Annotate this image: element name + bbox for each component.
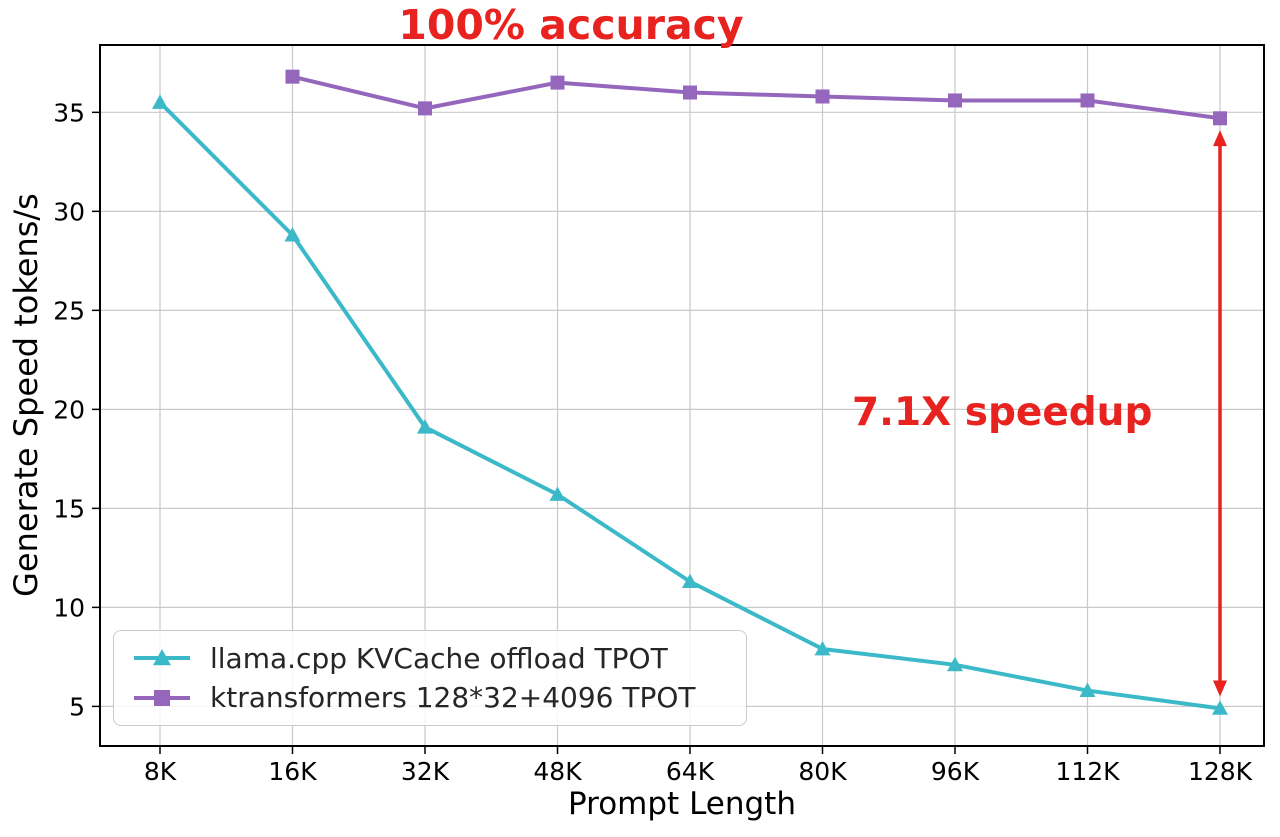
legend-label-ktransformers: ktransformers 128*32+4096 TPOT (210, 681, 696, 715)
grid (100, 45, 1264, 746)
y-tick-label: 5 (69, 692, 85, 721)
x-tick-label: 112K (1055, 757, 1120, 786)
series-0-marker (417, 419, 433, 434)
x-tick-label: 64K (666, 757, 715, 786)
series-1-marker (683, 85, 697, 100)
legend-marker-0 (153, 649, 171, 666)
tick-labels: 8K 16K 32K 48K 64K 80K 96K 112K 128K 5 10 15 20 25 30 3… (53, 98, 1252, 786)
plot-border (99, 44, 1265, 747)
x-tick-label: 16K (268, 757, 317, 786)
y-tick-label: 10 (53, 593, 85, 622)
series-1-marker (1213, 111, 1227, 126)
y-tick-label: 25 (53, 296, 85, 325)
x-axis-label: Prompt Length (568, 786, 796, 822)
series-1-marker (1080, 93, 1095, 108)
y-tick-label: 35 (53, 98, 85, 127)
legend: llama.cpp KVCache offload TPOT ktransfor… (113, 630, 747, 726)
x-tick-label: 128K (1188, 757, 1253, 786)
x-tick-label: 96K (931, 757, 980, 786)
series-0-marker (1212, 700, 1228, 715)
series-0-marker (549, 486, 566, 501)
series-1-marker (285, 69, 300, 84)
speedup-arrow (1213, 130, 1227, 697)
legend-marker-llamacpp-icon (134, 649, 190, 666)
legend-marker-1 (154, 689, 170, 706)
series-0-marker (152, 94, 168, 109)
series-1-marker (948, 93, 962, 108)
series-1-line (290, 74, 1222, 121)
x-tick-label: 8K (144, 757, 177, 786)
series-0-marker (682, 573, 698, 589)
series-1-marker (815, 89, 830, 104)
x-tick-label: 32K (401, 757, 450, 786)
legend-item-ktransformers: ktransformers 128*32+4096 TPOT (114, 681, 746, 714)
series-1-marker (418, 101, 432, 116)
series-0-marker (947, 656, 963, 672)
series-0-marker (284, 227, 301, 242)
y-tick-label: 15 (53, 494, 85, 523)
series-1 (285, 69, 1227, 126)
chart-title: 100% accuracy (398, 1, 744, 49)
series-0-marker (1079, 682, 1096, 697)
axis-ticks (92, 111, 1221, 754)
series-1-marker (550, 75, 565, 90)
speedup-annotation: 7.1X speedup (852, 390, 1153, 435)
y-axis-label: Generate Speed tokens/s (7, 193, 45, 597)
y-tick-label: 20 (53, 395, 85, 424)
arrowhead-down-icon (1213, 680, 1227, 697)
legend-label-llamacpp: llama.cpp KVCache offload TPOT (210, 641, 668, 675)
series-0-marker (814, 640, 831, 656)
legend-marker-ktransformers-icon (134, 689, 190, 706)
x-tick-label: 80K (798, 757, 847, 786)
legend-item-llamacpp: llama.cpp KVCache offload TPOT (114, 642, 746, 675)
series-0 (152, 94, 1228, 715)
y-tick-label: 30 (53, 197, 85, 226)
arrowhead-up-icon (1213, 130, 1227, 147)
x-tick-label: 48K (533, 757, 582, 786)
